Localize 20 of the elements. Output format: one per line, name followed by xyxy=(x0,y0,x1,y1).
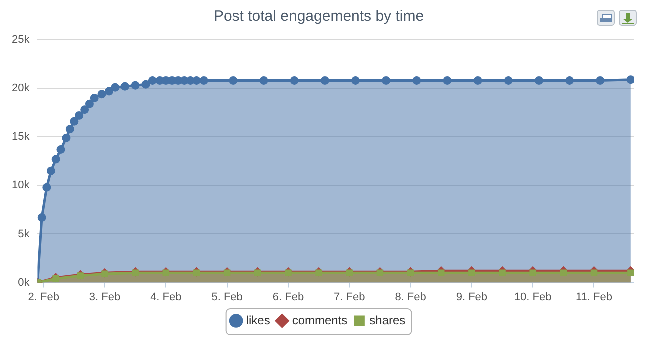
legend-label: likes xyxy=(246,313,270,328)
y-tick-label: 5k xyxy=(18,228,30,240)
x-tick-label: 4. Feb xyxy=(150,291,182,304)
x-tick-label: 10. Feb xyxy=(514,291,552,304)
x-tick-label: 11. Feb xyxy=(576,291,612,304)
x-tick-label: 9. Feb xyxy=(456,291,488,304)
x-tick-label: 8. Feb xyxy=(395,291,426,304)
legend-label: comments xyxy=(292,313,348,328)
y-tick-label: 20k xyxy=(12,82,30,95)
x-tick-label: 5. Feb xyxy=(212,291,243,304)
y-tick-label: 15k xyxy=(12,131,30,144)
x-tick-label: 2. Feb xyxy=(28,291,60,304)
y-tick-label: 25k xyxy=(12,34,30,46)
y-tick-label: 10k xyxy=(12,180,30,192)
x-tick-label: 6. Feb xyxy=(272,291,304,304)
y-tick-label: 0k xyxy=(18,276,30,289)
x-tick-label: 3. Feb xyxy=(89,291,121,304)
chart-title: Post total engagements by time xyxy=(214,8,424,26)
x-tick-label: 7. Feb xyxy=(334,291,366,304)
legend-label: shares xyxy=(370,313,406,328)
